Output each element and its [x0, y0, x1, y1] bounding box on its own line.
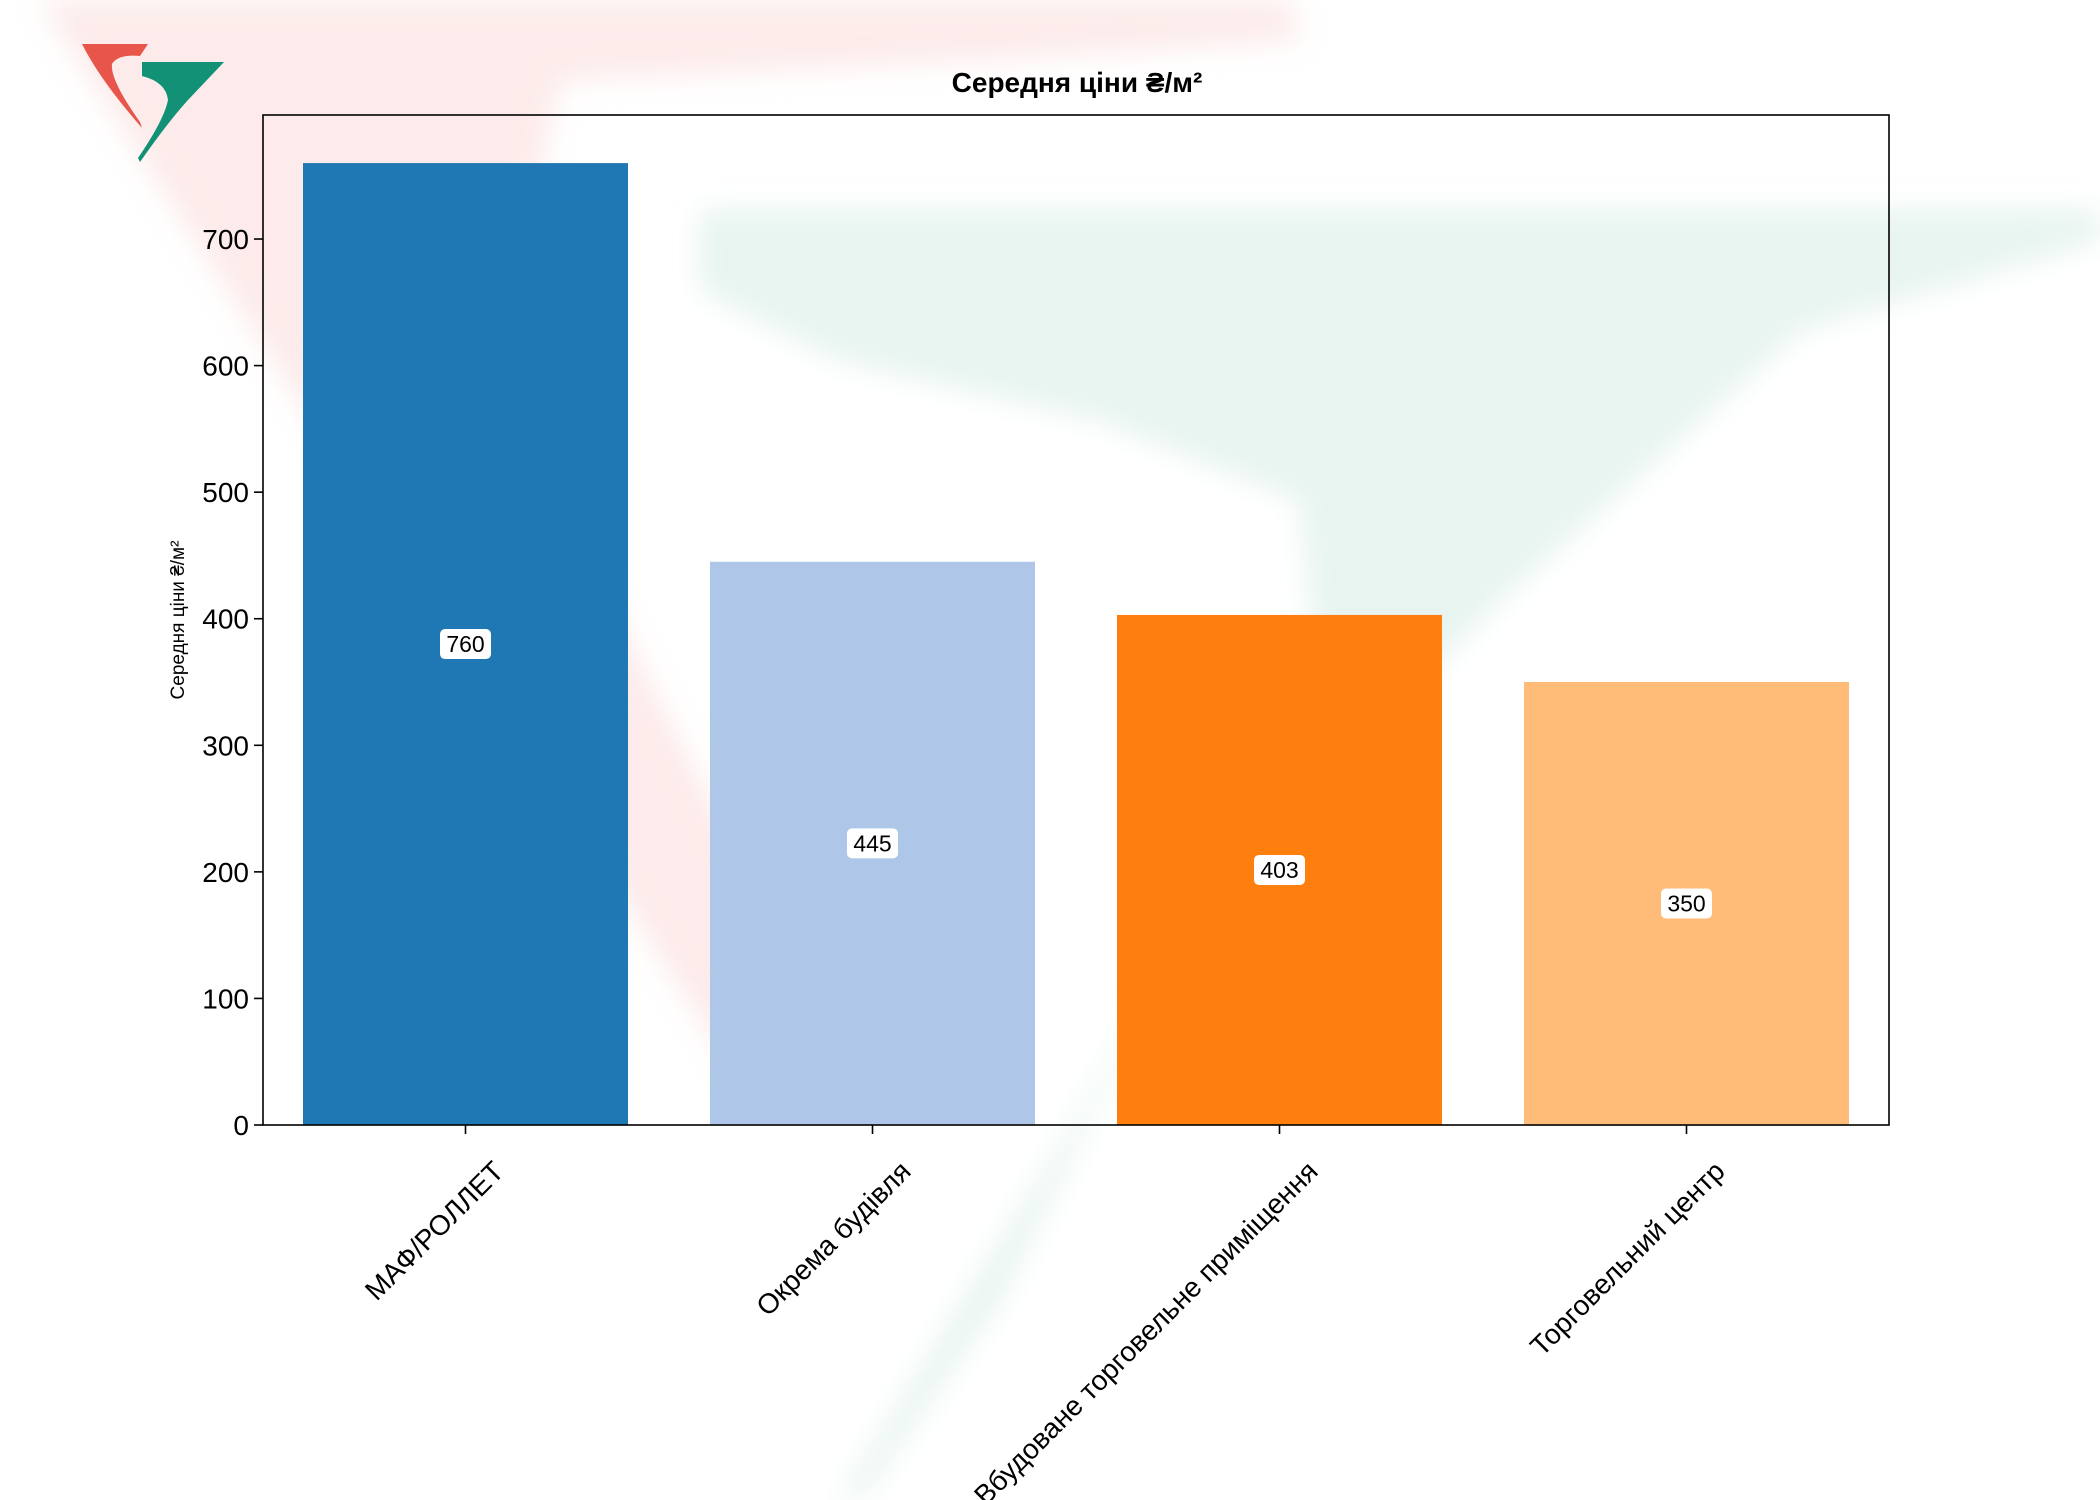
y-tick-label: 700: [202, 224, 249, 255]
y-axis-label: Середня ціни ₴/м²: [168, 541, 189, 700]
data-label: 403: [1260, 857, 1298, 883]
y-tick-label: 600: [202, 351, 249, 382]
bars-group: [303, 163, 1849, 1126]
y-tick-label: 400: [202, 604, 249, 635]
x-tick-label: Окрема будівля: [750, 1155, 917, 1322]
x-tick-label: Вбудоване торговельне приміщення: [968, 1155, 1324, 1500]
x-tick-label: Торговельний центр: [1524, 1155, 1731, 1362]
data-label-box: [1254, 854, 1305, 885]
chart-title: Середня ціни ₴/м²: [952, 67, 1203, 98]
data-label: 760: [446, 631, 484, 657]
x-tick-label: МАФ/РОЛЛЕТ: [359, 1155, 510, 1306]
x-axis: МАФ/РОЛЛЕТ Окрема будівля Вбудоване торгов…: [359, 1125, 1731, 1500]
y-axis: 0 100 200 300 400 500 600 700: [202, 224, 263, 1141]
company-logo: [82, 44, 224, 162]
data-label: 350: [1667, 891, 1705, 917]
data-labels-group: 760 445 403 350: [440, 629, 1712, 919]
data-label-box: [847, 828, 898, 859]
data-label: 445: [853, 830, 891, 856]
y-tick-label: 0: [233, 1110, 249, 1141]
y-tick-label: 300: [202, 730, 249, 761]
plot-frame: [262, 114, 1890, 1126]
y-tick-label: 500: [202, 477, 249, 508]
y-tick-label: 200: [202, 857, 249, 888]
data-label-box: [1661, 888, 1712, 919]
y-tick-label: 100: [202, 983, 249, 1014]
data-label-box: [440, 629, 491, 660]
